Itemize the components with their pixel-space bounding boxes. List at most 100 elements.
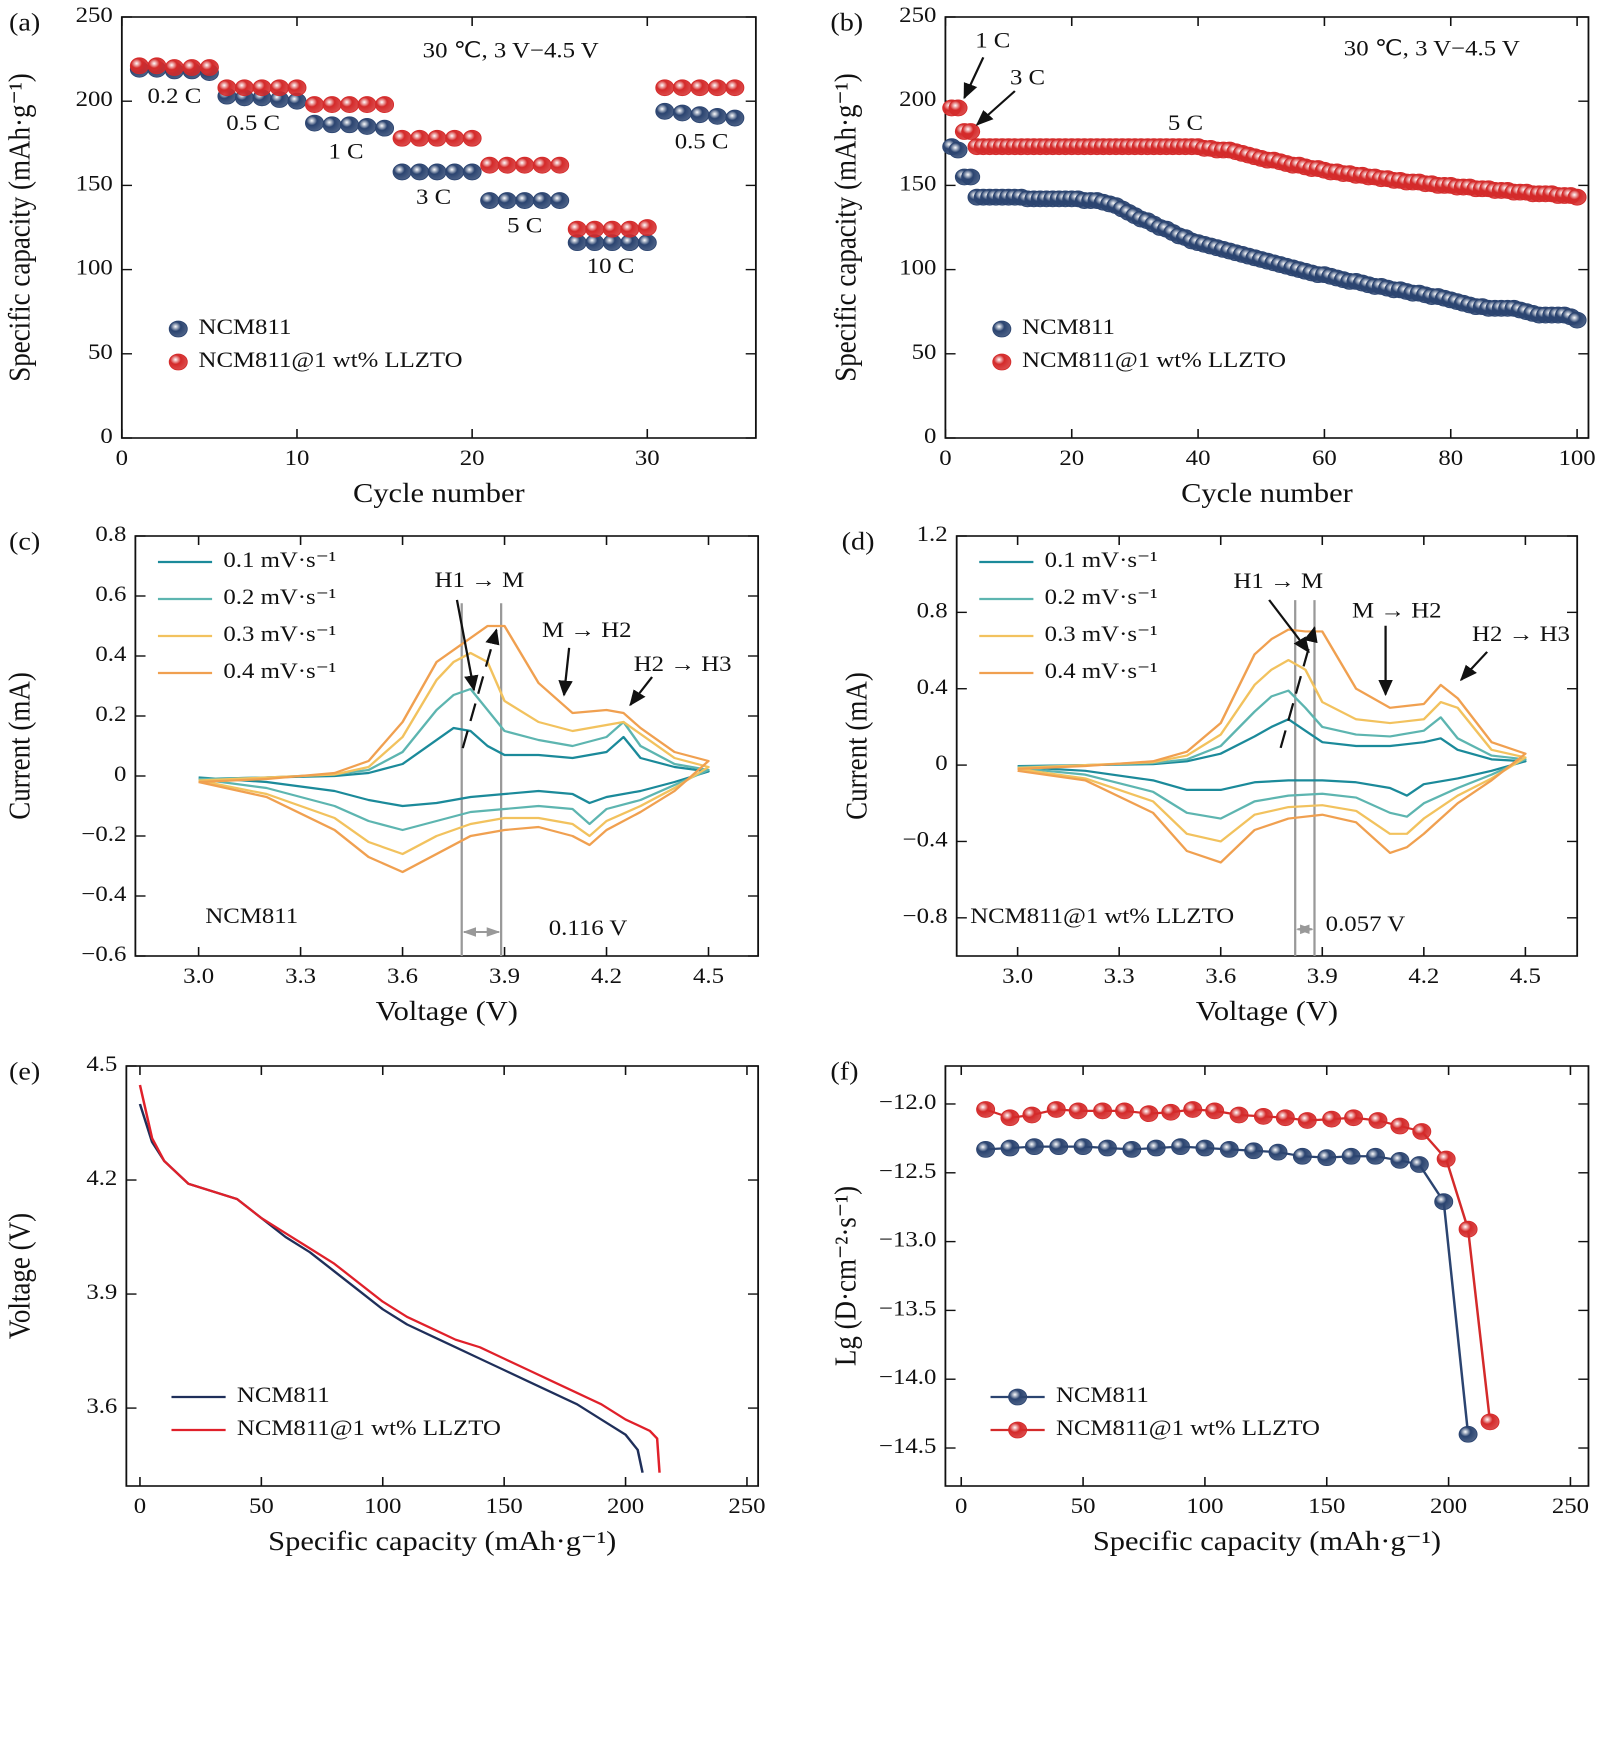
- y-tick-label: −0.8: [903, 904, 948, 928]
- data-point: [445, 129, 465, 147]
- series-line: [1017, 718, 1527, 797]
- data-point: [357, 96, 377, 113]
- data-point: [1434, 1193, 1454, 1211]
- data-point: [515, 192, 535, 209]
- data-point: [1341, 1147, 1361, 1165]
- series-line: [1017, 628, 1527, 864]
- data-point: [567, 220, 587, 238]
- y-tick-label: 50: [912, 340, 937, 364]
- data-point: [948, 99, 968, 117]
- x-tick-label: 80: [1438, 446, 1463, 470]
- panel-label: (e): [9, 1057, 40, 1085]
- data-point: [357, 118, 377, 135]
- data-point: [1567, 311, 1587, 329]
- legend-label: NCM811@1 wt% LLZTO: [1056, 1416, 1320, 1440]
- data-point: [1292, 1147, 1312, 1165]
- y-tick-label: 250: [899, 3, 936, 27]
- legend-label: 0.2 mV·s⁻¹: [1045, 585, 1158, 609]
- x-tick-label: 3.0: [1002, 964, 1033, 988]
- x-tick-label: 30: [635, 446, 660, 470]
- data-point: [305, 96, 324, 113]
- y-tick-label: −0.2: [81, 822, 126, 846]
- x-tick-label: 3.6: [1205, 964, 1236, 988]
- y-tick-label: −12.0: [879, 1090, 936, 1114]
- legend-label: NCM811: [1056, 1383, 1149, 1407]
- x-tick-label: 20: [1059, 446, 1084, 470]
- legend-label: NCM811: [1022, 315, 1115, 339]
- data-point: [961, 168, 981, 186]
- data-point: [182, 59, 202, 76]
- y-tick-label: 150: [76, 172, 113, 196]
- data-point: [287, 79, 307, 97]
- data-point: [252, 79, 272, 97]
- x-tick-label: 150: [1308, 1494, 1345, 1518]
- data-point: [1195, 1139, 1215, 1157]
- data-point: [392, 163, 412, 181]
- legend-swatch: [168, 320, 188, 338]
- data-point: [637, 234, 657, 252]
- data-point: [976, 1140, 996, 1158]
- data-point: [1253, 1107, 1273, 1125]
- data-point: [164, 59, 184, 76]
- y-tick-label: 0: [935, 751, 947, 775]
- legend-label: 0.3 mV·s⁻¹: [223, 622, 336, 646]
- x-tick-label: 4.2: [591, 964, 622, 988]
- series-line: [138, 1084, 661, 1473]
- annotation: 5 C: [1168, 111, 1203, 135]
- annotation-arrow: [455, 599, 479, 692]
- annotation-arrow: [975, 90, 1016, 126]
- annotation: 0.5 C: [226, 111, 280, 135]
- x-tick-label: 40: [1186, 446, 1211, 470]
- data-point: [375, 96, 395, 113]
- x-tick-label: 0: [939, 446, 951, 470]
- series-line: [198, 687, 710, 832]
- x-axis-label: Specific capacity (mAh·g⁻¹): [268, 1527, 616, 1557]
- x-axis-label: Voltage (V): [1196, 997, 1338, 1027]
- annotation: 1 C: [975, 29, 1010, 53]
- data-point: [655, 102, 675, 120]
- annotation-arrow: [629, 676, 653, 707]
- data-point: [1436, 1150, 1456, 1168]
- y-tick-label: 4.5: [86, 1052, 117, 1076]
- x-tick-label: 3.9: [1307, 964, 1338, 988]
- annotation: 1 C: [328, 140, 363, 164]
- y-tick-label: 200: [899, 87, 936, 111]
- data-point: [672, 79, 692, 97]
- series-line: [985, 1108, 1492, 1422]
- x-tick-label: 10: [285, 446, 310, 470]
- series-line: [198, 651, 710, 856]
- y-tick-label: 3.6: [86, 1394, 117, 1418]
- y-tick-label: 50: [88, 340, 113, 364]
- y-tick-label: 200: [76, 87, 113, 111]
- x-tick-label: 3.3: [1104, 964, 1135, 988]
- data-point: [1244, 1142, 1264, 1160]
- x-tick-label: 20: [460, 446, 485, 470]
- data-point: [129, 57, 149, 75]
- annotation-arrow: [1459, 651, 1489, 682]
- data-point: [1122, 1140, 1142, 1158]
- x-tick-label: 100: [1558, 446, 1595, 470]
- annotation: 0.116 V: [549, 916, 628, 940]
- data-point: [1161, 1103, 1181, 1121]
- y-tick-label: −13.5: [879, 1297, 936, 1321]
- annotation: H1 → M: [1233, 569, 1323, 593]
- plot-frame: [134, 535, 760, 957]
- y-tick-label: 1.2: [917, 522, 948, 546]
- panel: (f) 0 50 100 150 200 250 −12.0 −12.5 −13.0 −13.5 −1…: [829, 1057, 1590, 1557]
- y-tick-label: 0: [114, 762, 126, 786]
- data-point: [532, 156, 552, 174]
- data-point: [961, 123, 981, 140]
- annotation: H2 → H3: [634, 652, 732, 676]
- data-point: [1068, 1102, 1088, 1120]
- plot-frame: [944, 1065, 1590, 1487]
- annotation: 3 C: [1010, 66, 1045, 90]
- data-point: [707, 79, 727, 97]
- y-tick-label: −0.4: [81, 882, 126, 906]
- y-axis-label: Specific capacity (mAh·g⁻¹): [3, 73, 37, 382]
- data-point: [1171, 1138, 1191, 1156]
- y-tick-label: 0.2: [95, 702, 126, 726]
- annotation: 0.2 C: [148, 84, 202, 108]
- annotation: M → H2: [542, 618, 632, 642]
- trend-arrow: [1279, 626, 1318, 749]
- data-point: [725, 109, 745, 127]
